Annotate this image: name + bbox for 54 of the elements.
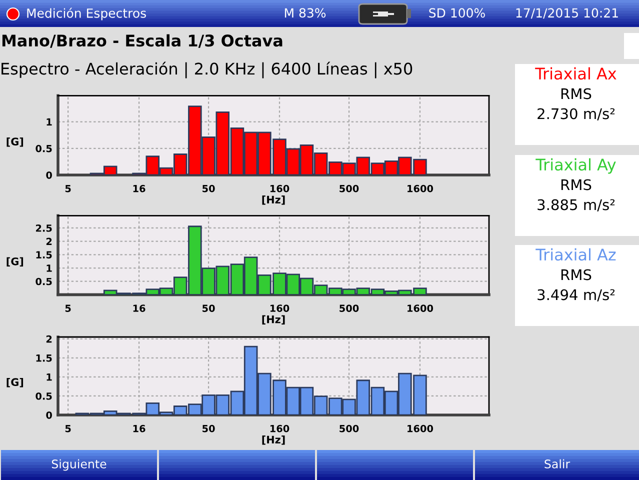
text: 3.494 m/s²	[538, 289, 615, 302]
x-tick-label: 5	[65, 425, 71, 432]
y-tick-label: 1.5	[36, 354, 52, 362]
x-tick-label: 500	[340, 424, 359, 432]
text: Siguiente	[52, 459, 106, 471]
x-tick-label: 160	[270, 304, 290, 312]
x-tick-label: 50	[202, 424, 215, 432]
x-tick-label: 160	[270, 424, 290, 432]
x-tick-label: 1600	[408, 304, 434, 312]
text: RMS	[561, 88, 592, 100]
text: RMS	[561, 179, 592, 190]
text: Salir	[544, 459, 570, 468]
y-axis-title: [G]	[6, 137, 24, 147]
x-tick-label: 16	[133, 184, 146, 192]
text: Medición Espectros	[27, 8, 146, 20]
y-axis-title: [G]	[6, 257, 24, 267]
text: 17/1/2015 10:21	[516, 8, 618, 19]
x-tick-label: 16	[133, 424, 146, 432]
x-axis-title: [Hz]	[262, 315, 285, 325]
text: Triaxial Ax	[535, 67, 616, 80]
y-tick-label: 2.5	[36, 224, 52, 232]
y-tick-label: 0.5	[36, 278, 52, 286]
x-tick-label: 1600	[408, 184, 434, 192]
x-tick-label: 5	[65, 185, 71, 192]
text: RMS	[561, 269, 592, 280]
x-tick-label: 160	[270, 184, 290, 192]
x-tick-label: 50	[202, 304, 215, 312]
x-tick-label: 5	[65, 304, 71, 312]
x-axis-title: [Hz]	[262, 436, 285, 445]
text: Triaxial Az	[536, 248, 616, 261]
y-tick-label: 1	[46, 264, 52, 272]
y-tick-label: 1.5	[36, 251, 52, 258]
y-tick-label: 2	[46, 238, 52, 246]
text: 3.885 m/s²	[538, 199, 615, 212]
y-tick-label: 0	[46, 171, 52, 179]
chart-title: Mano/Brazo - Escala 1/3 Octava	[2, 34, 282, 48]
y-tick-label: 1	[46, 374, 52, 381]
y-tick-label: 0.5	[36, 144, 52, 152]
x-tick-label: 500	[340, 304, 359, 312]
y-tick-label: 0.5	[36, 392, 52, 400]
y-tick-label: 0	[46, 411, 52, 419]
x-tick-label: 16	[133, 304, 146, 312]
x-axis-title: [Hz]	[262, 196, 285, 205]
y-axis-title: [G]	[6, 378, 24, 388]
chart-subtitle: Espectro - Aceleración | 2.0 KHz | 6400 Líneas | x50	[2, 62, 412, 78]
text: Triaxial Ay	[536, 158, 616, 174]
x-tick-label: 500	[340, 184, 359, 192]
x-tick-label: 50	[202, 184, 215, 192]
text: M 83%	[284, 8, 326, 18]
text: 2.730 m/s²	[538, 108, 615, 120]
y-tick-label: 1	[46, 118, 52, 126]
x-tick-label: 1600	[408, 424, 434, 432]
y-tick-label: 2	[46, 335, 52, 343]
text: SD 100%	[429, 8, 485, 18]
